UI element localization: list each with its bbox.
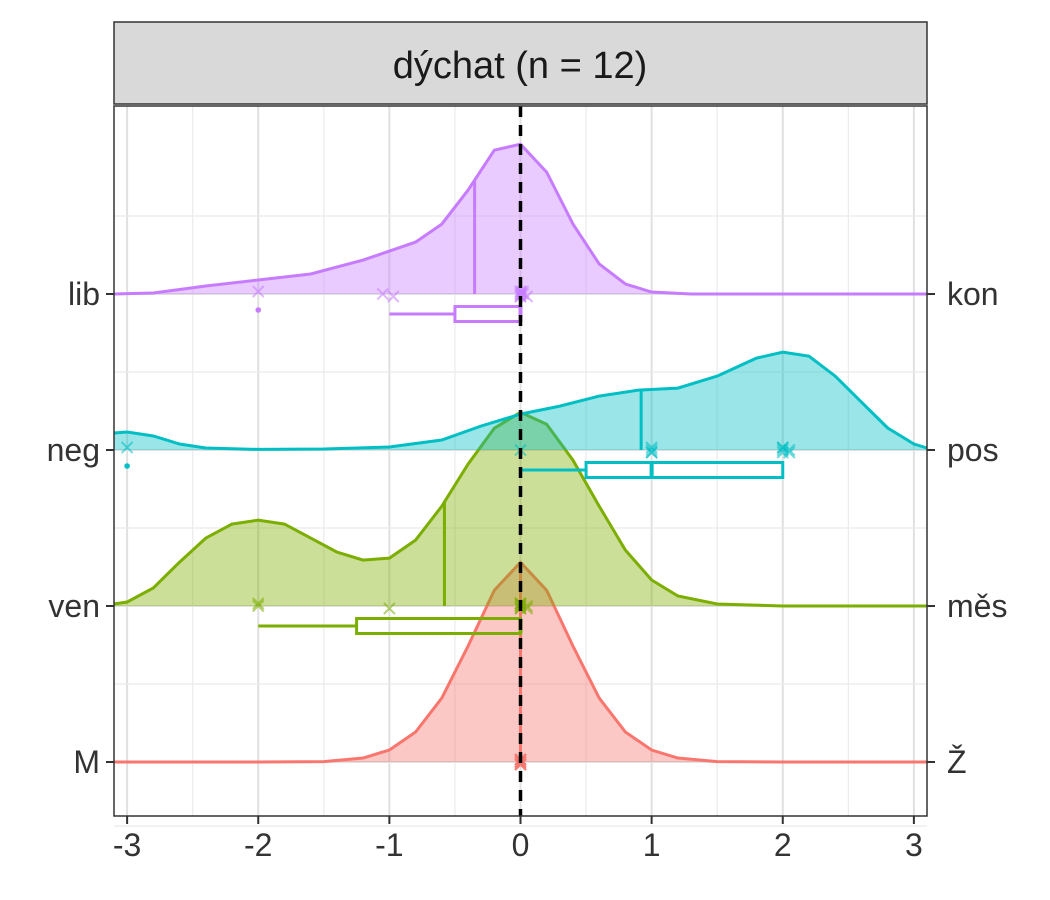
data-point: [783, 446, 796, 459]
data-point: [376, 287, 390, 301]
data-point-stroke: [252, 285, 265, 298]
data-point: [520, 602, 534, 615]
y-tick-label-right: pos: [947, 432, 999, 468]
y-tick-label-right: Ž: [947, 744, 967, 780]
x-tick-label: 1: [643, 827, 661, 863]
y-tick-label-left: M: [73, 744, 100, 780]
data-point: [520, 599, 534, 613]
density-line: [113, 350, 928, 451]
data-point-stroke: [252, 597, 265, 610]
y-tick-label-left: lib: [68, 276, 100, 312]
data-point: [776, 441, 789, 454]
data-point-stroke: [783, 446, 796, 459]
x-tick-label: 0: [512, 827, 530, 863]
ridge-lib: [113, 142, 927, 323]
data-point-stroke: [387, 290, 400, 303]
data-point-stroke: [520, 290, 534, 303]
data-point: [645, 443, 658, 457]
strip-background: [113, 21, 928, 105]
data-point-stroke: [776, 441, 789, 454]
data-point-stroke: [376, 287, 390, 301]
data-point: [252, 597, 265, 610]
density-line: [113, 142, 927, 296]
ridge-neg: [113, 350, 928, 479]
density-line: [113, 410, 927, 608]
x-tick-label: -3: [113, 827, 141, 863]
data-point-stroke: [252, 599, 265, 613]
data-point: [520, 290, 534, 303]
density-area: [114, 352, 927, 450]
x-tick-label: -2: [244, 827, 272, 863]
x-tick-label: -1: [375, 827, 403, 863]
data-point: [645, 446, 658, 459]
data-point-stroke: [645, 446, 658, 459]
data-point-stroke: [514, 758, 527, 771]
data-point-stroke: [120, 441, 134, 454]
y-tick-label-right: měs: [947, 588, 1007, 624]
data-point: [645, 441, 658, 454]
y-tick-label-right: kon: [947, 276, 999, 312]
data-point: [383, 602, 396, 615]
density-area: [114, 144, 927, 294]
outlier-point: [124, 463, 130, 469]
data-point-stroke: [383, 602, 396, 615]
y-tick-label-left: neg: [47, 432, 100, 468]
x-tick-label: 3: [905, 827, 923, 863]
outlier-point: [255, 307, 262, 313]
y-tick-label-left: ven: [48, 588, 100, 624]
data-point-stroke: [520, 599, 534, 613]
facet-title: dýchat (n = 12): [393, 45, 648, 87]
data-point-stroke: [783, 443, 796, 457]
data-point: [514, 758, 527, 771]
data-point-stroke: [645, 441, 658, 454]
data-point: [783, 443, 796, 457]
data-point: [387, 290, 400, 303]
data-point: [252, 285, 265, 298]
x-tick-label: 2: [774, 827, 792, 863]
box-iqr: [584, 461, 785, 479]
data-point-stroke: [645, 443, 658, 457]
data-point: [120, 441, 134, 454]
data-point-stroke: [520, 602, 534, 615]
data-point: [252, 599, 265, 613]
